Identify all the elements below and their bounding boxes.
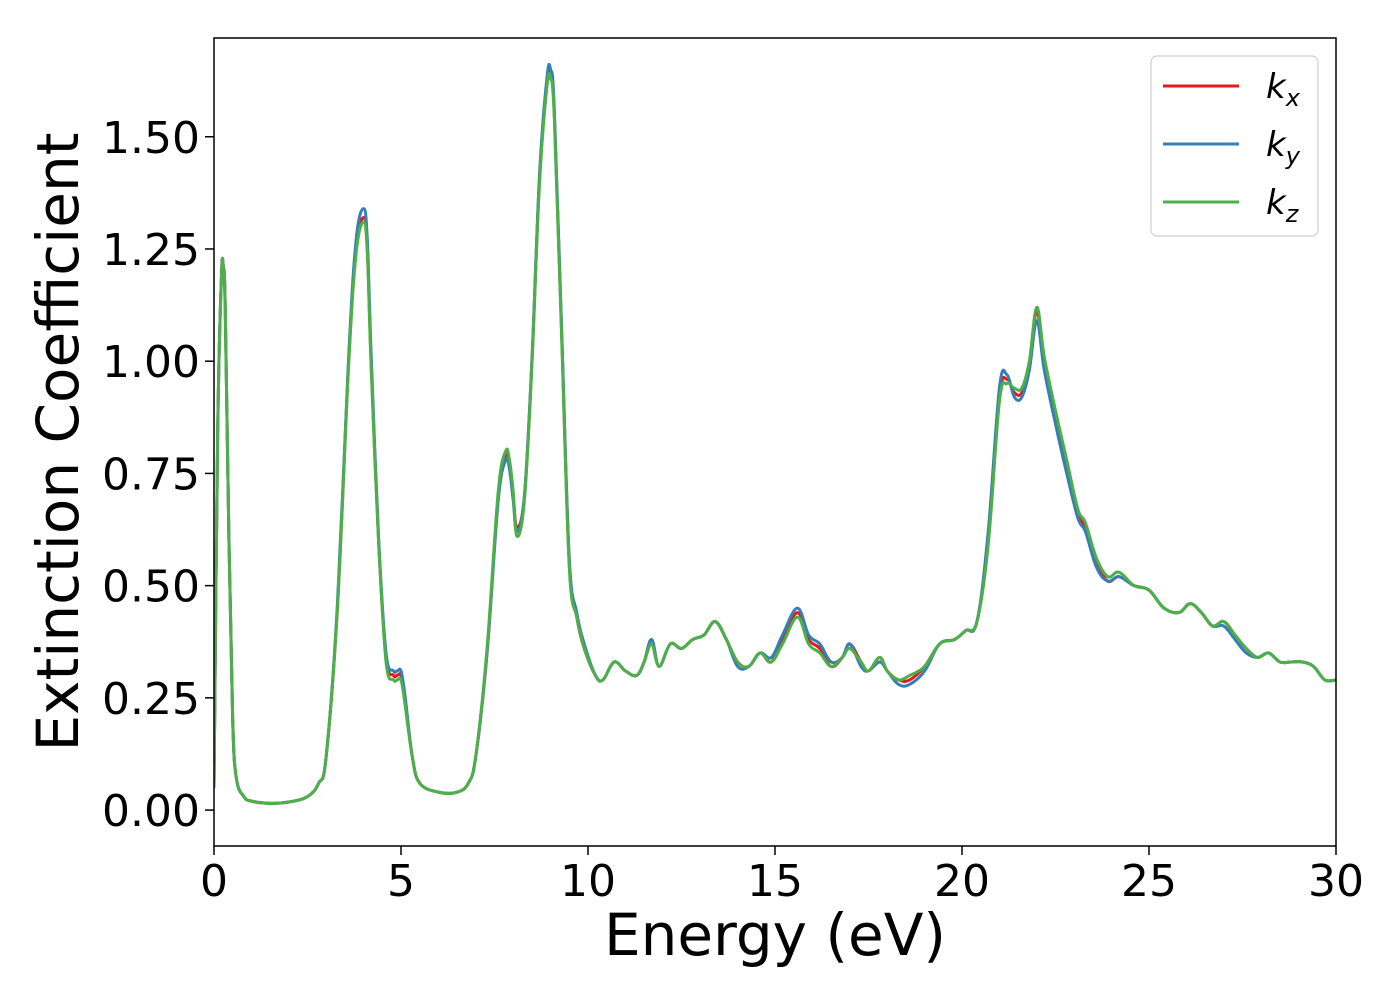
- y-axis: 0.00 0.25 0.50 0.75 1.00 1.25 1.50: [102, 113, 214, 837]
- x-tick-label: 10: [560, 856, 616, 907]
- legend-label-kx: kx: [1266, 67, 1301, 112]
- x-tick-label: 0: [200, 856, 228, 907]
- legend: kx ky kz: [1150, 55, 1319, 237]
- legend-label-ky: ky: [1266, 125, 1301, 170]
- y-tick-label: 1.25: [102, 225, 200, 276]
- x-tick-label: 15: [747, 856, 803, 907]
- x-tick-label: 30: [1308, 856, 1364, 907]
- x-tick-label: 5: [387, 856, 415, 907]
- legend-box: [1150, 55, 1319, 237]
- y-tick-label: 1.50: [102, 113, 200, 164]
- series-line-kz: [214, 71, 1336, 805]
- series-layer: [214, 63, 1336, 805]
- x-axis-label: Energy (eV): [604, 901, 946, 969]
- y-tick-label: 1.00: [102, 337, 200, 388]
- x-tick-label: 25: [1121, 856, 1177, 907]
- y-tick-label: 0.25: [102, 674, 200, 725]
- y-tick-label: 0.75: [102, 449, 200, 500]
- x-axis: 0 5 10 15 20 25 30: [200, 846, 1364, 907]
- y-tick-label: 0.50: [102, 562, 200, 613]
- y-tick-label: 0.00: [102, 786, 200, 837]
- y-axis-label: Extinction Coefficient: [24, 133, 92, 752]
- legend-label-kz: kz: [1266, 183, 1300, 228]
- x-tick-label: 20: [934, 856, 990, 907]
